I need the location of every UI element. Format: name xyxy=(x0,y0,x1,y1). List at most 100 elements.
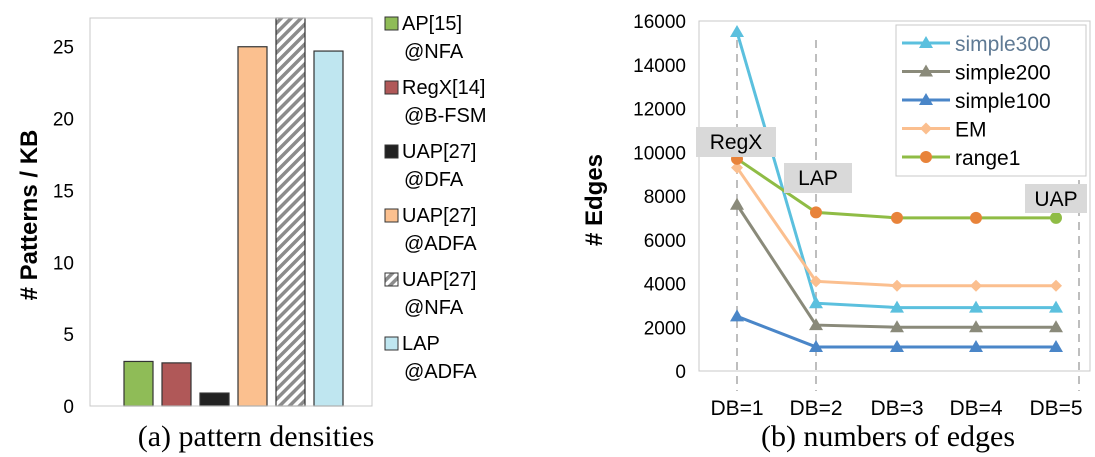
legend-marker xyxy=(919,64,933,77)
legend-label: simple300 xyxy=(955,33,1051,56)
legend-label: UAP[27] xyxy=(402,141,476,163)
bar-chart-caption: (a) pattern densities xyxy=(138,420,375,453)
legend-swatch xyxy=(384,336,399,351)
annotation-box xyxy=(696,127,776,157)
data-point xyxy=(969,320,983,333)
legend-label: AP[15] xyxy=(402,13,462,35)
line-chart-ytick-label: 16000 xyxy=(633,12,686,33)
bar-chart-ytick-label: 20 xyxy=(53,110,74,131)
data-point xyxy=(809,339,823,352)
annotation-label: UAP xyxy=(1034,188,1077,211)
line-chart-ytick-label: 6000 xyxy=(644,231,686,252)
line-chart-series xyxy=(730,24,1063,352)
legend-label: range1 xyxy=(955,147,1020,170)
annotation-label: LAP xyxy=(798,167,838,190)
data-point xyxy=(809,296,823,309)
line-chart-xtick-label: DB=2 xyxy=(789,397,842,420)
data-point xyxy=(891,279,903,292)
bar xyxy=(275,17,306,407)
legend-label: UAP[27] xyxy=(402,205,476,227)
legend-sublabel: @DFA xyxy=(404,169,464,191)
data-point xyxy=(1050,279,1062,292)
legend-label: simple100 xyxy=(955,90,1051,113)
line-chart-xtick-label: DB=5 xyxy=(1029,397,1082,420)
data-point xyxy=(1049,300,1063,313)
data-point xyxy=(810,275,822,288)
legend-swatch xyxy=(384,16,399,31)
legend-marker xyxy=(920,122,932,135)
bar xyxy=(313,50,344,407)
legend-sublabel: @ADFA xyxy=(404,233,477,255)
bar xyxy=(161,362,192,407)
legend-sublabel: @ADFA xyxy=(404,361,477,383)
data-point xyxy=(1050,211,1062,224)
annotation-label: RegX xyxy=(710,131,763,154)
bar-chart-ytick-label: 5 xyxy=(63,325,74,346)
line-chart-ytick-label: 12000 xyxy=(633,100,686,121)
data-point xyxy=(730,197,744,210)
bar xyxy=(123,360,154,407)
data-point xyxy=(890,320,904,333)
data-point xyxy=(810,206,822,219)
legend-marker xyxy=(920,151,932,163)
legend-swatch xyxy=(384,144,399,159)
legend-label: EM xyxy=(955,119,987,142)
line-chart-caption: (b) numbers of edges xyxy=(761,420,1015,453)
legend-swatch xyxy=(384,272,399,287)
line-chart-ytick-label: 0 xyxy=(675,362,686,383)
bar-chart: # Patterns / KB 0 5 10 15 20 25 AP[15] @NFA Reg… xyxy=(16,13,487,453)
legend-swatch xyxy=(384,208,399,223)
line-chart-legend: simple300 simple200 simple100 EM range1 xyxy=(895,24,1087,177)
bar-chart-yticks: 0 5 10 15 20 25 xyxy=(53,38,74,418)
data-point xyxy=(890,300,904,313)
legend-sublabel: @NFA xyxy=(404,297,464,319)
data-point xyxy=(1049,339,1063,352)
legend-label: RegX[14] xyxy=(402,77,485,99)
line-chart-xticks: DB=1 DB=2 DB=3 DB=4 DB=5 xyxy=(710,397,1082,420)
bar-chart-ytick-label: 25 xyxy=(53,38,74,59)
bar-chart-ytick-label: 10 xyxy=(53,253,74,274)
bar-chart-ytick-label: 0 xyxy=(63,397,74,418)
line-chart-xtick-label: DB=4 xyxy=(949,397,1002,420)
line-chart-ytick-label: 10000 xyxy=(633,143,686,164)
legend-marker xyxy=(919,36,933,48)
bar xyxy=(199,392,230,407)
data-point xyxy=(731,161,743,174)
legend-label: LAP xyxy=(402,333,440,355)
legend-label: simple200 xyxy=(955,62,1051,85)
line-chart-annotations: RegX LAP UAP xyxy=(696,127,1087,213)
bar-chart-ytick-label: 15 xyxy=(53,181,74,202)
data-point xyxy=(970,211,982,224)
line-chart-ytick-label: 4000 xyxy=(644,275,686,296)
bar-chart-plot-frame xyxy=(89,17,373,407)
data-point xyxy=(890,339,904,352)
line-chart-xtick-label: DB=3 xyxy=(870,397,923,420)
bar-chart-ylabel: # Patterns / KB xyxy=(16,130,43,301)
bar xyxy=(237,46,268,407)
data-point xyxy=(969,300,983,313)
line-chart-yticks: 0 2000 4000 6000 8000 10000 12000 14000 16000 xyxy=(633,12,686,383)
line-chart-ytick-label: 14000 xyxy=(633,56,686,77)
legend-label: UAP[27] xyxy=(402,269,476,291)
legend-swatch xyxy=(384,80,399,95)
data-point xyxy=(969,339,983,352)
legend-marker xyxy=(919,93,933,105)
line-chart-ytick-label: 2000 xyxy=(644,318,686,339)
line-chart-ylabel: # Edges xyxy=(581,154,608,246)
bar-chart-bars xyxy=(123,17,344,407)
data-point xyxy=(730,24,744,37)
annotation-box xyxy=(1025,184,1087,213)
data-point xyxy=(970,279,982,292)
data-point xyxy=(809,318,823,331)
bar-chart-legend: AP[15] @NFA RegX[14] @B-FSM UAP[27] @DFA UAP[2… xyxy=(384,13,487,383)
line-chart: # Edges 0 2000 4000 6000 8000 10000 12000 14000… xyxy=(581,12,1091,453)
data-point xyxy=(1049,320,1063,333)
line-chart-plot-frame xyxy=(698,20,1091,372)
data-point xyxy=(730,309,744,322)
data-point xyxy=(891,211,903,224)
legend-sublabel: @B-FSM xyxy=(404,105,487,127)
line-chart-ytick-label: 8000 xyxy=(644,187,686,208)
annotation-box xyxy=(784,163,852,193)
legend-sublabel: @NFA xyxy=(404,41,464,63)
